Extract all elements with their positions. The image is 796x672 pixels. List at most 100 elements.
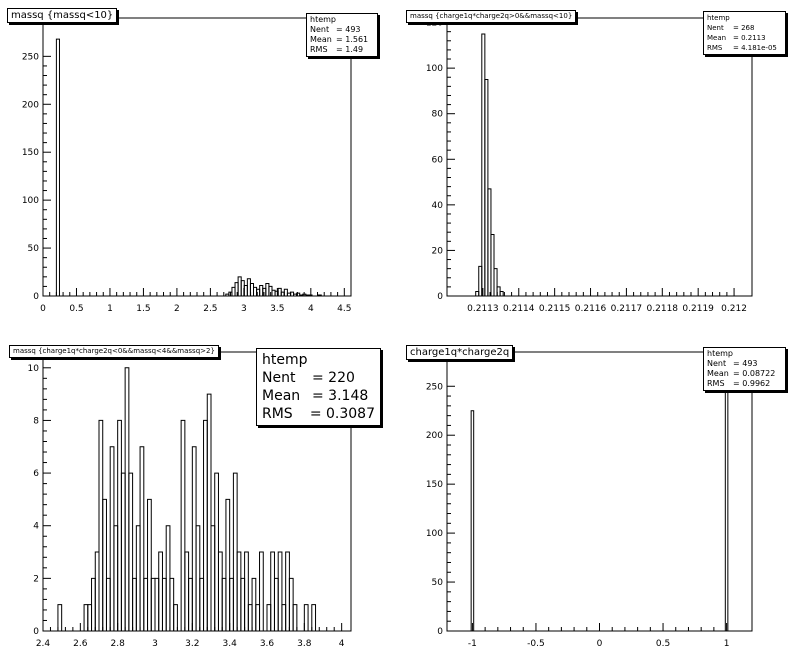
y-tick-label: 40 xyxy=(432,201,444,211)
y-tick-label: 120 xyxy=(426,19,443,29)
stats-name: htemp xyxy=(707,349,733,358)
x-tick-label: 3.4 xyxy=(223,639,238,649)
histogram-bin xyxy=(317,294,322,296)
histogram-bin xyxy=(94,551,100,631)
pad4-title: charge1q*charge2q xyxy=(406,345,514,360)
histogram-bin xyxy=(139,446,145,631)
pad1-title: massq {massq<10} xyxy=(7,8,118,23)
histogram-bin xyxy=(191,446,197,631)
histogram-bin xyxy=(292,604,298,631)
stats-name: htemp xyxy=(262,352,308,368)
y-tick-label: 100 xyxy=(426,64,443,74)
histogram-bin xyxy=(247,604,253,631)
histogram-bin xyxy=(232,472,238,631)
histogram-bin xyxy=(203,419,208,631)
histogram-bin xyxy=(154,577,160,631)
histogram-bin xyxy=(117,419,122,631)
stats-value: = 0.2113 xyxy=(733,34,766,42)
x-tick-label: -1 xyxy=(468,639,477,649)
stats-name: htemp xyxy=(310,15,336,24)
y-tick-label: 50 xyxy=(28,244,40,254)
pad3-title: massq {charge1q*charge2q<0&&massq<4&&mas… xyxy=(9,345,219,358)
histogram-bin xyxy=(240,577,246,631)
histogram-bin xyxy=(105,577,111,631)
x-tick-label: 0.2116 xyxy=(575,304,607,314)
histogram-bin xyxy=(158,551,163,631)
y-tick-label: 0 xyxy=(33,627,39,637)
histogram-bin xyxy=(270,551,275,631)
histogram-bin xyxy=(285,551,290,631)
histogram-bin xyxy=(724,368,729,631)
x-tick-label: 2.4 xyxy=(36,639,51,649)
histogram-bin xyxy=(259,551,264,631)
stats-key: RMS xyxy=(707,44,723,52)
histogram-bin xyxy=(173,604,178,631)
y-tick-label: 100 xyxy=(426,529,443,539)
stats-value: = 220 xyxy=(312,370,355,386)
stats-name: htemp xyxy=(707,14,730,22)
x-tick-label: 3 xyxy=(152,639,158,649)
x-tick-label: 0.2119 xyxy=(682,304,714,314)
y-tick-label: 10 xyxy=(28,364,40,374)
histogram-bin xyxy=(221,577,227,631)
x-tick-label: 2 xyxy=(174,304,180,314)
stats-key: RMS xyxy=(310,45,328,54)
stats-value: = 4.181e-05 xyxy=(733,44,777,52)
histogram-bin xyxy=(161,577,167,631)
stats-value: = 0.08722 xyxy=(733,369,776,378)
x-tick-label: 1 xyxy=(724,639,730,649)
histogram-bin xyxy=(188,577,193,631)
x-tick-label: 3.2 xyxy=(185,639,199,649)
histogram-bin xyxy=(199,577,205,631)
x-tick-label: 0.5 xyxy=(656,639,670,649)
x-tick-label: 0 xyxy=(40,304,46,314)
histogram-bin xyxy=(288,577,294,631)
histogram-bin xyxy=(91,577,96,631)
stats-value: = 0.3087 xyxy=(309,406,375,422)
stats-key: RMS xyxy=(707,379,725,388)
histogram-bin xyxy=(251,577,257,631)
histogram-bin xyxy=(165,525,171,631)
histogram-bin xyxy=(499,290,504,296)
stats-key: Nent xyxy=(310,25,330,34)
histogram-bin xyxy=(255,604,261,631)
stats-value: = 1.49 xyxy=(336,45,364,54)
x-tick-label: 0.2114 xyxy=(503,304,535,314)
stats-value: = 3.148 xyxy=(312,388,369,404)
y-tick-label: 4 xyxy=(33,522,39,532)
histogram-bin xyxy=(266,604,272,631)
stats-key: Nent xyxy=(707,359,727,368)
x-tick-label: -0.5 xyxy=(527,639,545,649)
pad2-stats-box: htemp Nent = 268 Mean = 0.2113 RMS = 4.181e… xyxy=(703,11,786,55)
x-tick-label: 2.8 xyxy=(111,639,126,649)
histogram-bin xyxy=(281,604,287,631)
histogram-bin xyxy=(109,446,115,631)
histogram-bin xyxy=(135,525,141,631)
histogram-bin xyxy=(132,577,137,631)
pad2-title: massq {charge1q*charge2q>0&&massq<10} xyxy=(406,10,577,23)
histogram-bin xyxy=(184,551,190,631)
histogram-bin xyxy=(217,551,223,631)
y-tick-label: 200 xyxy=(426,431,443,441)
histogram-bin xyxy=(147,498,152,631)
stats-key: Mean xyxy=(310,35,332,44)
y-tick-label: 60 xyxy=(432,155,444,165)
x-tick-label: 4 xyxy=(308,304,314,314)
pad4-stats-box: htemp Nent = 493 Mean = 0.08722 RMS = 0.996… xyxy=(703,347,786,391)
x-tick-label: 1.5 xyxy=(136,304,150,314)
histogram-bin xyxy=(490,233,495,296)
histogram-bin xyxy=(57,604,63,631)
x-tick-label: 0.2113 xyxy=(467,304,499,314)
stats-key: Mean xyxy=(707,369,729,378)
histogram-bin xyxy=(143,577,149,631)
histogram-bin xyxy=(273,577,279,631)
y-tick-label: 20 xyxy=(432,246,444,256)
stats-key: Mean xyxy=(707,34,727,42)
histogram-bin xyxy=(87,604,93,631)
histogram-bin xyxy=(210,525,216,631)
x-tick-label: 0.2115 xyxy=(539,304,571,314)
plot-frame xyxy=(446,17,753,297)
histogram-bin xyxy=(120,472,126,631)
histogram-bin xyxy=(470,410,475,631)
